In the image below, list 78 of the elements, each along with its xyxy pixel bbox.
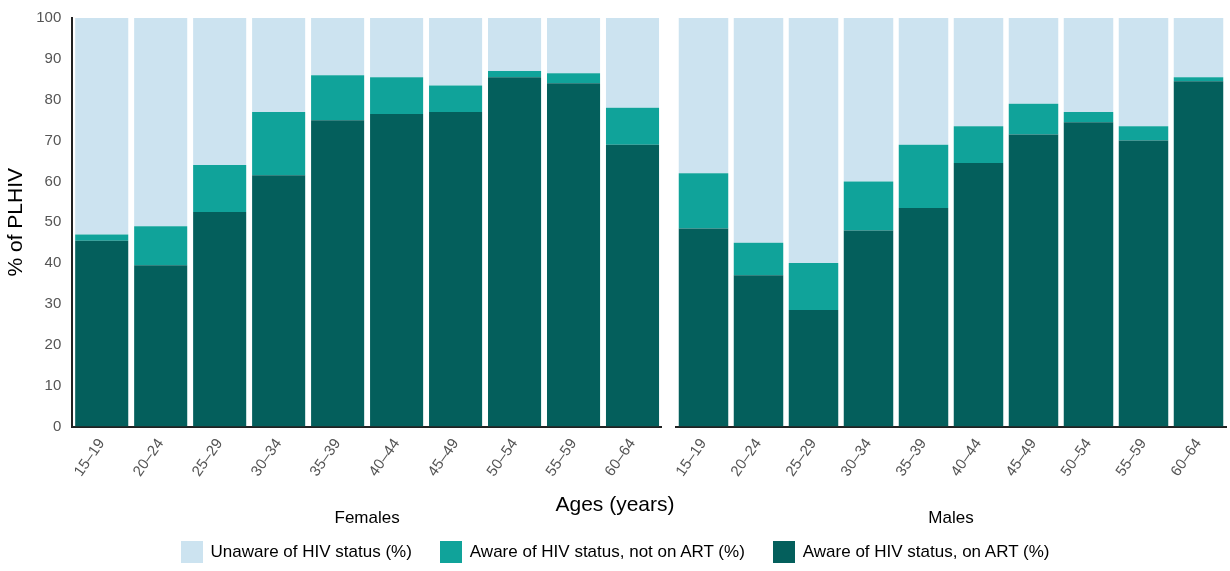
bar	[953, 18, 1004, 127]
x-axis-title: Ages (years)	[555, 492, 675, 516]
bar	[1118, 140, 1169, 427]
bar	[311, 120, 365, 427]
bar	[134, 265, 188, 427]
bar	[843, 18, 894, 182]
bar	[788, 310, 839, 427]
bar	[1008, 18, 1059, 104]
bar	[370, 114, 424, 427]
bar	[75, 234, 129, 241]
y-tick-label: 30	[44, 294, 62, 312]
bar	[75, 18, 129, 235]
y-tick-label: 0	[52, 416, 62, 434]
bar	[1008, 103, 1059, 135]
text: Males	[928, 508, 974, 528]
bar	[1063, 122, 1114, 427]
y-tick-label: 70	[44, 130, 62, 148]
bar	[788, 18, 839, 264]
bar	[193, 165, 247, 213]
bar	[843, 181, 894, 231]
y-tick-label: 50	[44, 212, 62, 230]
bar	[678, 228, 729, 427]
bar	[134, 18, 188, 227]
bar	[1173, 77, 1224, 82]
bar	[370, 77, 424, 114]
legend-label: Aware of HIV status, not on ART (%)	[469, 542, 745, 562]
bar	[546, 18, 601, 74]
bar	[1063, 111, 1114, 123]
bar	[953, 163, 1004, 427]
bar	[1173, 81, 1224, 427]
bar	[252, 111, 306, 176]
bar	[733, 275, 784, 427]
bar	[1008, 134, 1059, 427]
y-tick-label: 40	[44, 253, 62, 271]
bar	[733, 242, 784, 276]
y-tick-label: 10	[44, 375, 62, 393]
bar	[252, 175, 306, 427]
legend-label: Aware of HIV status, on ART (%)	[802, 542, 1050, 562]
bar	[788, 263, 839, 311]
bar	[605, 18, 660, 108]
bar	[1173, 18, 1224, 78]
bar	[605, 144, 660, 427]
y-tick-label: 80	[44, 89, 62, 107]
bar	[678, 173, 729, 229]
bar	[311, 18, 365, 76]
bar	[953, 126, 1004, 164]
bar	[193, 18, 247, 166]
bar	[733, 18, 784, 243]
bar	[75, 240, 129, 427]
bar	[605, 107, 660, 145]
bar	[252, 18, 306, 112]
bar	[488, 18, 542, 72]
bar	[678, 18, 729, 174]
bar	[1118, 18, 1169, 127]
bar	[898, 207, 949, 427]
bar	[311, 75, 365, 121]
bar	[843, 230, 894, 427]
bar	[429, 85, 483, 112]
bar	[134, 226, 188, 266]
bar	[488, 77, 542, 427]
y-tick-label: 60	[44, 171, 62, 189]
bar	[193, 212, 247, 427]
bar	[546, 73, 601, 84]
bar	[546, 83, 601, 427]
bar	[1118, 126, 1169, 141]
y-axis-title: % of PLHIV	[3, 167, 27, 277]
y-tick-label: 100	[36, 8, 62, 26]
bar	[1063, 18, 1114, 112]
bar	[370, 18, 424, 78]
legend-label: Unaware of HIV status (%)	[210, 542, 412, 562]
text: Females	[334, 508, 400, 528]
y-tick-label: 90	[44, 48, 62, 66]
bar	[898, 18, 949, 145]
bar	[488, 71, 542, 78]
bar	[429, 18, 483, 86]
bar	[429, 111, 483, 427]
y-tick-label: 20	[44, 334, 62, 352]
bar	[898, 144, 949, 208]
